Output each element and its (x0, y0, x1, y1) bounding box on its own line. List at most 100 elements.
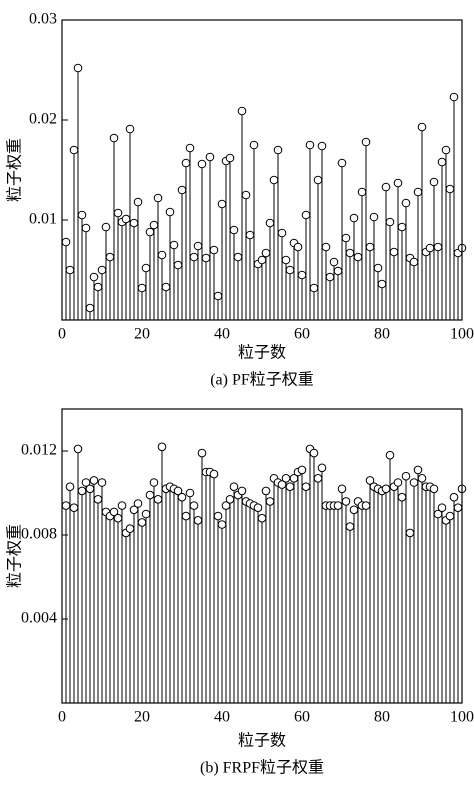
stem-marker (229, 482, 239, 492)
y-tick-label: 0.02 (29, 111, 57, 128)
stem-marker (93, 282, 103, 292)
stem-marker (361, 501, 371, 510)
stem-marker (337, 158, 347, 168)
stem-marker (261, 248, 271, 258)
stem-marker (173, 260, 183, 270)
stem-marker (145, 227, 155, 237)
stem-marker (137, 518, 147, 527)
stem-marker (149, 478, 159, 487)
stem-marker (417, 474, 427, 483)
stem-marker (313, 474, 323, 483)
x-axis-label: 粒子数 (238, 732, 286, 750)
stem-marker (145, 490, 155, 500)
x-tick-label: 100 (450, 709, 474, 726)
stem-marker (173, 486, 183, 496)
stem-marker (113, 513, 123, 523)
stem-marker (261, 486, 271, 496)
stem-marker (317, 141, 327, 151)
stem-marker (177, 492, 187, 502)
stem-marker (313, 175, 323, 185)
stem-marker (265, 218, 275, 228)
stem-marker (153, 495, 163, 504)
stem-marker (413, 465, 423, 475)
stem-marker (65, 265, 75, 275)
stem-marker (417, 122, 427, 132)
stem-marker (269, 175, 279, 185)
stem-marker (401, 198, 411, 208)
stem-marker (205, 152, 215, 162)
stem-marker (281, 255, 291, 265)
stem-marker (249, 140, 259, 150)
stem-marker (301, 482, 311, 492)
x-tick-label: 60 (294, 709, 310, 726)
stem-marker (217, 520, 227, 529)
stem-marker (453, 503, 463, 513)
caption: (b) FRPF粒子权重 (200, 759, 324, 777)
stem-marker (169, 240, 179, 250)
stem-marker (109, 507, 119, 517)
stem-marker (229, 225, 239, 235)
stem-marker (293, 242, 303, 252)
stem-marker (113, 208, 123, 218)
stem-marker (429, 484, 439, 494)
stem-marker (349, 505, 359, 515)
stem-marker (225, 495, 235, 504)
stem-marker (273, 145, 283, 155)
stem-marker (73, 444, 83, 454)
stem-marker (81, 478, 91, 487)
stem-marker (181, 511, 191, 521)
stem-marker (445, 184, 455, 194)
plot-frame (61, 19, 463, 321)
stem-marker (213, 291, 223, 301)
stem-marker (61, 237, 71, 247)
stem-marker (81, 223, 91, 233)
stem-marker (225, 153, 235, 163)
x-tick-label: 20 (134, 326, 150, 343)
stem-marker (413, 187, 423, 197)
x-tick-label: 40 (214, 326, 230, 343)
stem-marker (353, 252, 363, 262)
stem-marker (177, 185, 187, 195)
stem-marker (401, 471, 411, 481)
stem-marker (185, 488, 195, 498)
stem-marker (193, 516, 203, 525)
stem-marker (125, 524, 135, 534)
stem-marker (381, 484, 391, 494)
y-axis-label: 粒子权重 (6, 138, 24, 202)
stem-marker (189, 501, 199, 510)
stem-marker (125, 124, 135, 134)
stem-marker (197, 159, 207, 169)
stem-marker (345, 522, 355, 531)
stem-marker (341, 233, 351, 243)
stem-marker (93, 495, 103, 504)
stem-marker (377, 279, 387, 289)
stem-marker (233, 252, 243, 262)
y-axis-label: 粒子权重 (6, 524, 24, 588)
stem-marker (277, 228, 287, 238)
stem-marker (281, 474, 291, 483)
stem-marker (89, 476, 99, 485)
stem-marker (345, 248, 355, 258)
stem-marker (101, 222, 111, 232)
stem-marker (437, 157, 447, 167)
stem-marker (89, 272, 99, 282)
stem-marker (137, 283, 147, 293)
x-tick-label: 40 (214, 709, 230, 726)
y-tick-label: 0.004 (21, 610, 57, 627)
stem-marker (301, 210, 311, 220)
x-tick-label: 0 (58, 326, 66, 343)
stem-marker (321, 242, 331, 252)
stem-marker (361, 137, 371, 147)
stem-marker (97, 478, 107, 487)
stem-marker (105, 252, 115, 262)
y-tick-label: 0.012 (21, 442, 57, 459)
stem-marker (425, 243, 435, 253)
stem-marker (409, 257, 419, 267)
x-tick-label: 60 (294, 326, 310, 343)
stem-marker (297, 270, 307, 280)
stem-marker (357, 187, 367, 197)
stem-marker (265, 497, 275, 506)
stem-marker (365, 476, 375, 485)
stem-marker (141, 509, 151, 519)
stem-marker (245, 230, 255, 240)
